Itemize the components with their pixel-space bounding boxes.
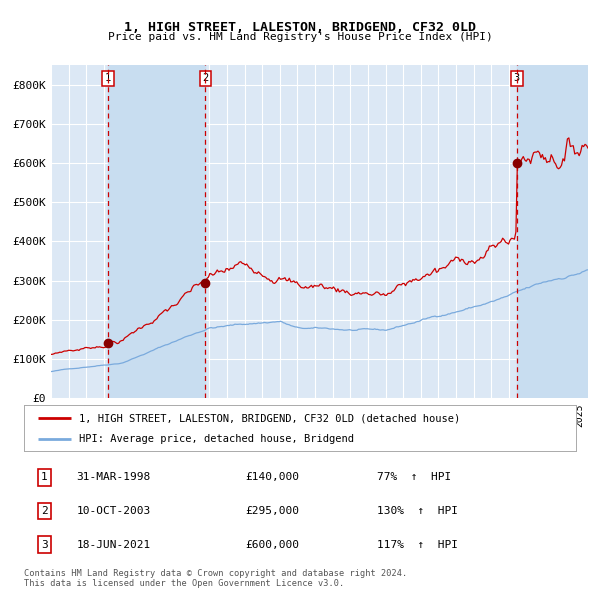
Text: Contains HM Land Registry data © Crown copyright and database right 2024.: Contains HM Land Registry data © Crown c… xyxy=(24,569,407,578)
Text: 18-JUN-2021: 18-JUN-2021 xyxy=(76,539,151,549)
Bar xyxy=(108,65,205,398)
Text: 117%  ↑  HPI: 117% ↑ HPI xyxy=(377,539,458,549)
Text: Price paid vs. HM Land Registry's House Price Index (HPI): Price paid vs. HM Land Registry's House … xyxy=(107,32,493,42)
Text: 2: 2 xyxy=(41,506,48,516)
Text: 1, HIGH STREET, LALESTON, BRIDGEND, CF32 0LD: 1, HIGH STREET, LALESTON, BRIDGEND, CF32… xyxy=(124,21,476,34)
Text: HPI: Average price, detached house, Bridgend: HPI: Average price, detached house, Brid… xyxy=(79,434,354,444)
Text: 1: 1 xyxy=(41,473,48,483)
Bar xyxy=(517,65,588,398)
Text: 2: 2 xyxy=(202,73,209,83)
Text: 31-MAR-1998: 31-MAR-1998 xyxy=(76,473,151,483)
Text: 1, HIGH STREET, LALESTON, BRIDGEND, CF32 0LD (detached house): 1, HIGH STREET, LALESTON, BRIDGEND, CF32… xyxy=(79,413,460,423)
Text: 77%  ↑  HPI: 77% ↑ HPI xyxy=(377,473,452,483)
Text: £140,000: £140,000 xyxy=(245,473,299,483)
Text: 10-OCT-2003: 10-OCT-2003 xyxy=(76,506,151,516)
Text: £295,000: £295,000 xyxy=(245,506,299,516)
Text: This data is licensed under the Open Government Licence v3.0.: This data is licensed under the Open Gov… xyxy=(24,579,344,588)
Text: £600,000: £600,000 xyxy=(245,539,299,549)
Text: 130%  ↑  HPI: 130% ↑ HPI xyxy=(377,506,458,516)
Text: 3: 3 xyxy=(514,73,520,83)
Text: 3: 3 xyxy=(41,539,48,549)
Text: 1: 1 xyxy=(105,73,112,83)
